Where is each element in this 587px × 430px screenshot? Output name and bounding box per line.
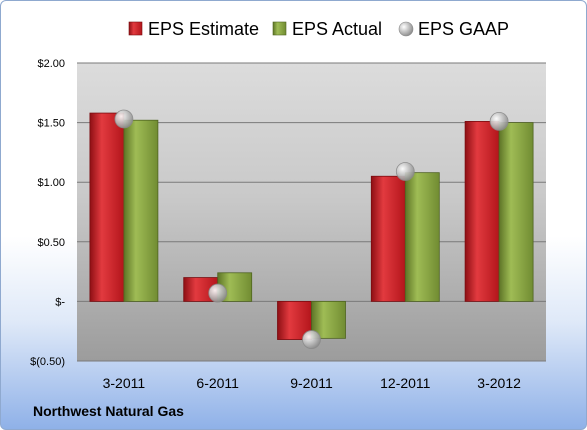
legend-label: EPS Actual [292,19,382,39]
legend-label: EPS GAAP [418,19,509,39]
legend-actual-swatch [272,21,287,36]
y-tick-label: $2.00 [37,58,65,70]
y-tick-label: $1.50 [37,118,65,130]
eps-gaap-marker [489,112,509,131]
eps-estimate-bar [464,121,500,302]
legend-estimate-swatch [128,21,143,36]
legend-label: EPS Estimate [148,19,259,39]
y-tick-label: $(0.50) [30,356,65,368]
y-tick-label: $1.00 [37,177,65,189]
legend-gaap-swatch [398,21,414,37]
eps-estimate-bar [370,175,406,302]
x-tick-label: 3-2011 [103,375,146,391]
eps-actual-bar [123,119,159,302]
eps-gaap-marker [114,109,134,129]
x-tick-label: 12-2011 [380,375,431,391]
eps-gaap-marker [208,283,228,303]
company-name: Northwest Natural Gas [33,403,184,419]
x-tick-label: 3-2012 [477,375,521,391]
x-tick-label: 9-2011 [290,375,333,391]
eps-gaap-marker [302,330,321,349]
y-tick-label: $- [55,296,65,308]
eps-actual-bar [498,122,534,302]
eps-estimate-bar [89,112,125,302]
eps-gaap-marker [395,162,415,181]
x-tick-label: 6-2011 [196,375,239,391]
eps-actual-bar [404,172,440,302]
y-tick-label: $0.50 [37,237,65,249]
